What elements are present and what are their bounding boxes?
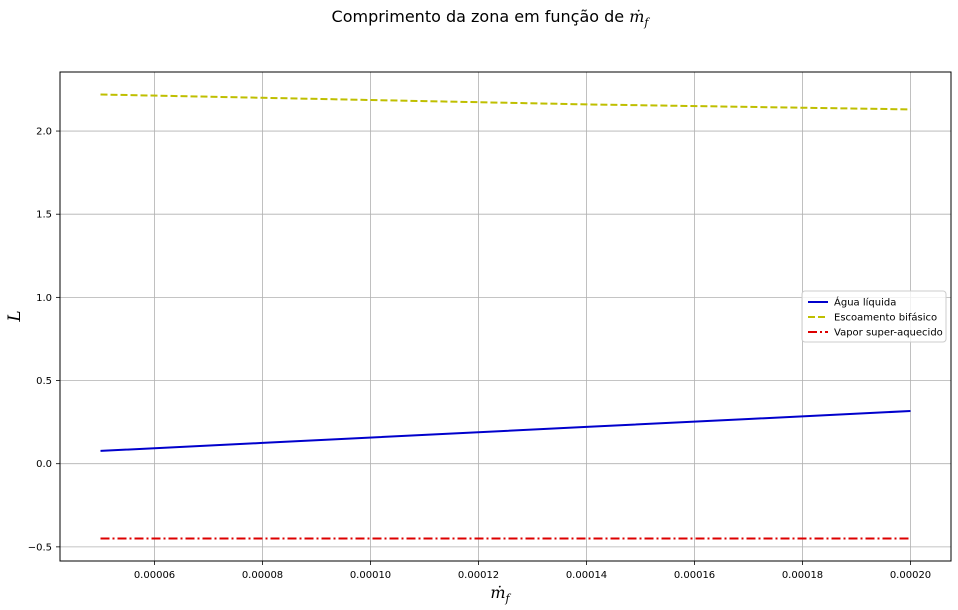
legend-label-2: Vapor super-aquecido [834, 328, 943, 339]
y-tick-label: −0.5 [28, 542, 52, 553]
x-tick-label: 0.00008 [242, 570, 283, 581]
legend-box [801, 290, 947, 343]
chart-title-symbol: ṁ [629, 7, 644, 26]
legend-entries: Água líquida Escoamento bifásico Vapor sup… [808, 296, 943, 339]
y-tick-label: 0.0 [36, 459, 52, 470]
x-tick-label: 0.00012 [458, 570, 499, 581]
series-lines [100, 93, 911, 540]
x-tick-label: 0.00016 [674, 570, 715, 581]
x-axis-label-subscript: f [505, 592, 512, 605]
y-tick-label: 1.5 [36, 210, 52, 221]
legend: Água líquida Escoamento bifásico Vapor sup… [801, 290, 947, 343]
series-line-1 [100, 93, 911, 111]
x-tick-label: 0.00018 [782, 570, 823, 581]
legend-label-0: Água líquida [834, 296, 896, 309]
x-tick-label: 0.00014 [566, 570, 607, 581]
x-tick-label: 0.00020 [890, 570, 931, 581]
x-axis-label: ṁf [490, 583, 511, 605]
x-axis-ticks: 0.00006 0.00008 0.00010 0.00012 0.00014 0.000… [134, 561, 931, 581]
x-tick-label: 0.00010 [350, 570, 391, 581]
axes-frame [59, 71, 952, 562]
chart-title-text: Comprimento da zona em função de [332, 7, 630, 26]
x-axis-label-symbol: ṁ [490, 583, 505, 602]
y-tick-label: 1.0 [36, 293, 52, 304]
y-axis-label: L [5, 310, 25, 322]
legend-label-1: Escoamento bifásico [834, 312, 937, 324]
chart-title: Comprimento da zona em função de ṁf [332, 7, 651, 29]
chart-title-subscript: f [643, 16, 650, 29]
x-tick-label: 0.00006 [134, 570, 175, 581]
series-line-0 [100, 410, 911, 452]
y-axis-ticks: −0.5 0.0 0.5 1.0 1.5 2.0 [28, 127, 60, 553]
y-tick-label: 0.5 [36, 376, 52, 387]
y-tick-label: 2.0 [36, 127, 52, 138]
